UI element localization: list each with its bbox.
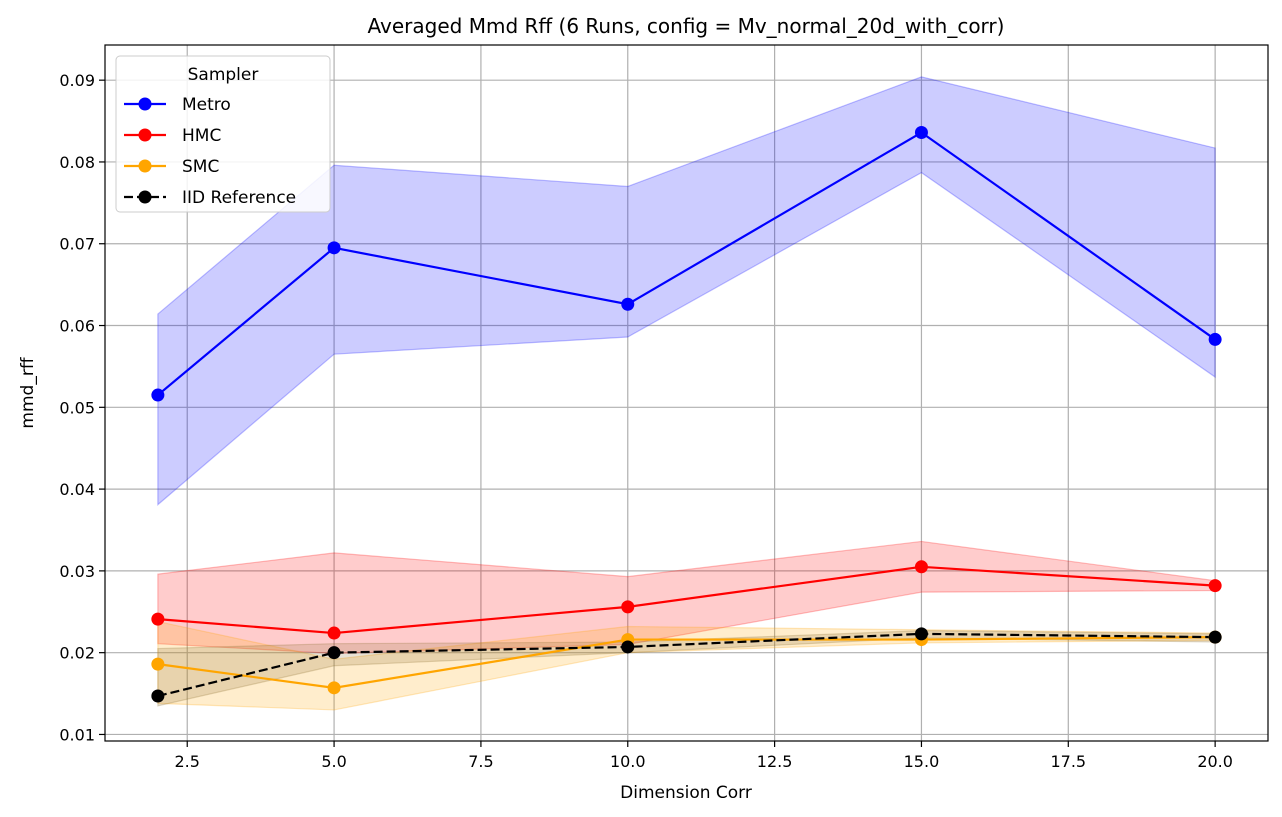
hmc-point <box>914 560 928 574</box>
metro-point <box>151 388 165 402</box>
x-tick-label: 12.5 <box>757 752 793 771</box>
legend-metro-label: Metro <box>182 95 231 115</box>
iid-reference-point <box>327 646 341 660</box>
chart-title: Averaged Mmd Rff (6 Runs, config = Mv_no… <box>368 14 1005 38</box>
grid <box>105 45 1268 741</box>
plot-frame <box>104 44 1269 742</box>
smc-point <box>151 657 165 671</box>
hmc-point <box>327 626 341 640</box>
legend-title: Sampler <box>188 65 259 85</box>
x-tick-label: 20.0 <box>1197 752 1233 771</box>
smc-point <box>327 681 341 695</box>
legend-hmc-label: HMC <box>182 126 221 146</box>
x-tick-label: 2.5 <box>175 752 200 771</box>
series-points <box>151 126 1222 703</box>
y-tick-label: 0.01 <box>59 725 95 744</box>
legend: Sampler Metro HMC SMC IID Reference <box>115 55 331 213</box>
y-tick-label: 0.07 <box>59 235 95 254</box>
x-tick-label: 5.0 <box>321 752 346 771</box>
legend-smc-marker <box>138 159 152 173</box>
metro-point <box>1208 332 1222 346</box>
legend-iid-reference-label: IID Reference <box>182 188 296 208</box>
y-tick-label: 0.04 <box>59 480 95 499</box>
x-tick-label: 7.5 <box>468 752 493 771</box>
y-axis-label: mmd_rff <box>18 356 38 428</box>
x-tick-label: 10.0 <box>610 752 646 771</box>
legend-box <box>115 55 331 213</box>
x-tick-label: 17.5 <box>1050 752 1086 771</box>
hmc-point <box>1208 579 1222 593</box>
legend-iid-reference-marker <box>138 190 152 204</box>
iid-reference-point <box>1208 630 1222 644</box>
iid-reference-point <box>914 627 928 641</box>
hmc-point <box>621 600 635 614</box>
y-tick-label: 0.02 <box>59 644 95 663</box>
x-tick-label: 15.0 <box>904 752 940 771</box>
legend-metro-marker <box>138 97 152 111</box>
hmc-point <box>151 612 165 626</box>
iid-reference-point <box>151 689 165 703</box>
legend-hmc-marker <box>138 128 152 142</box>
y-tick-label: 0.05 <box>59 398 95 417</box>
metro-point <box>914 126 928 140</box>
legend-smc-label: SMC <box>182 157 219 177</box>
metro-point <box>621 297 635 311</box>
y-tick-label: 0.09 <box>59 71 95 90</box>
iid-reference-point <box>621 640 635 654</box>
y-tick-label: 0.08 <box>59 153 95 172</box>
axis-ticks: 2.5 5.0 7.5 10.0 12.5 15.0 17.5 20.0 0.01 0.02 0.0… <box>59 71 1233 771</box>
metro-point <box>327 241 341 255</box>
y-tick-label: 0.03 <box>59 562 95 581</box>
x-axis-label: Dimension Corr <box>620 783 752 803</box>
y-tick-label: 0.06 <box>59 317 95 336</box>
metro-band <box>157 76 1216 506</box>
